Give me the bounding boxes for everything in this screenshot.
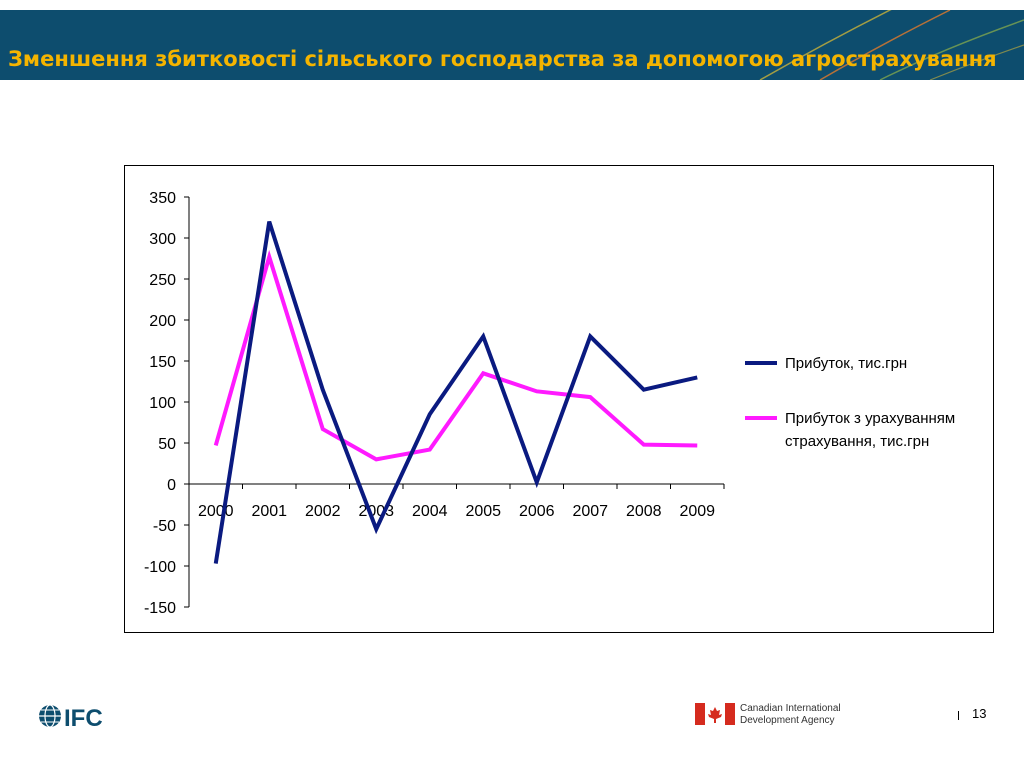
legend-label-series-2-line2: страхування, тис.грн (785, 433, 929, 450)
legend-label-series-1: Прибуток, тис.грн (785, 355, 907, 372)
series-line-2 (213, 249, 698, 462)
x-tick-label: 2002 (305, 503, 341, 520)
y-tick-label: 350 (149, 190, 176, 207)
ifc-logo: IFC (39, 704, 103, 729)
x-tick-label: 2006 (519, 503, 555, 520)
slide-title: Зменшення збитковості сільського господа… (8, 47, 997, 71)
y-tick-label: -150 (144, 600, 176, 617)
chart-axes: -150 -100 -50 0 50 100 150 200 250 300 350 2000 2001… (144, 190, 725, 617)
y-tick-label: -100 (144, 559, 176, 576)
legend-label-series-2-line1: Прибуток з урахуванням (785, 410, 955, 427)
chart-frame: -150 -100 -50 0 50 100 150 200 250 300 350 2000 2001… (124, 165, 994, 633)
x-tick-label: 2008 (626, 503, 662, 520)
series-line-1 (213, 220, 698, 564)
header-bar: Зменшення збитковості сільського господа… (0, 10, 1024, 80)
page-number: 13 (972, 706, 987, 721)
y-tick-label: -50 (153, 518, 176, 535)
chart-series (213, 220, 698, 564)
x-tick-label: 2005 (465, 503, 501, 520)
maple-leaf-icon (708, 707, 722, 723)
y-tick-label: 250 (149, 272, 176, 289)
line-chart: -150 -100 -50 0 50 100 150 200 250 300 350 2000 2001… (144, 190, 955, 617)
x-tick-label: 2004 (412, 503, 448, 520)
cida-logo: Canadian International Development Agenc… (695, 703, 841, 726)
x-tick-label: 2009 (679, 503, 715, 520)
page-number-separator (958, 711, 959, 720)
x-tick-label: 2001 (251, 503, 287, 520)
cida-name-line2: Development Agency (740, 715, 835, 726)
y-tick-label: 100 (149, 395, 176, 412)
cida-name-line1: Canadian International (740, 703, 841, 714)
y-tick-label: 150 (149, 354, 176, 371)
y-tick-label: 200 (149, 313, 176, 330)
y-tick-label: 0 (167, 477, 176, 494)
ifc-logo-text: IFC (64, 705, 103, 729)
y-tick-label: 50 (158, 436, 176, 453)
header-decoration (759, 10, 1024, 80)
chart-legend: Прибуток, тис.грн Прибуток з урахуванням… (745, 355, 955, 450)
x-tick-label: 2007 (572, 503, 608, 520)
x-tick-label: 2000 (198, 503, 234, 520)
y-tick-label: 300 (149, 231, 176, 248)
